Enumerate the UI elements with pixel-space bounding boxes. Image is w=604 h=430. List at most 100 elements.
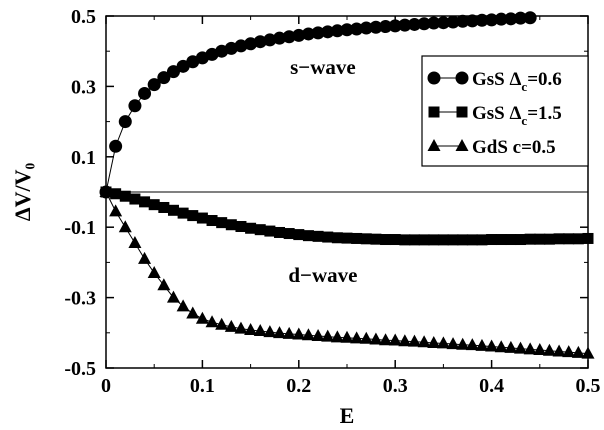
data-point — [485, 339, 499, 352]
x-tick-label: 0.3 — [383, 375, 408, 397]
data-point — [350, 22, 364, 36]
data-point — [417, 335, 431, 348]
data-point — [524, 233, 536, 245]
data-point — [408, 234, 420, 246]
data-point — [446, 337, 460, 350]
x-axis-title: E — [340, 403, 355, 428]
data-point — [417, 17, 431, 31]
data-point — [176, 299, 190, 312]
data-point — [234, 321, 248, 334]
legend-marker — [455, 139, 469, 151]
data-point — [369, 20, 383, 34]
data-point — [351, 232, 363, 244]
series-circle — [99, 11, 537, 199]
data-point — [475, 338, 489, 351]
data-point — [235, 220, 247, 232]
data-point — [167, 204, 179, 216]
data-point — [331, 232, 343, 244]
data-point — [301, 328, 315, 341]
data-point — [457, 234, 469, 246]
data-point — [582, 232, 594, 244]
annotation: s−wave — [290, 55, 356, 79]
data-point — [196, 212, 208, 224]
y-tick-label: -0.5 — [64, 358, 96, 380]
legend-box — [421, 55, 589, 167]
data-point — [119, 190, 131, 202]
data-point — [301, 27, 315, 41]
data-point — [552, 344, 566, 357]
data-point — [504, 12, 518, 26]
data-point — [486, 234, 498, 246]
data-point — [543, 233, 555, 245]
data-point — [245, 222, 257, 234]
data-point — [562, 345, 576, 358]
data-point — [282, 30, 296, 44]
legend-marker — [455, 71, 469, 85]
data-point — [379, 20, 393, 34]
data-point — [553, 233, 565, 245]
y-tick-label: 0.5 — [71, 6, 96, 28]
data-point — [436, 16, 450, 30]
data-point — [465, 14, 479, 28]
data-point — [515, 234, 527, 246]
data-point — [254, 224, 266, 236]
data-point — [514, 341, 528, 354]
data-point — [514, 11, 528, 25]
data-point — [407, 334, 421, 347]
data-point — [476, 234, 488, 246]
data-point — [195, 311, 209, 324]
data-point — [437, 234, 449, 246]
data-point — [147, 78, 161, 92]
data-point — [109, 204, 123, 217]
data-point — [475, 13, 489, 27]
data-point — [176, 59, 190, 73]
data-point — [225, 219, 237, 231]
data-point — [456, 14, 470, 28]
legend-label: GsS Δc=0.6 — [472, 69, 562, 94]
data-point — [292, 28, 306, 42]
data-point — [533, 343, 547, 356]
data-point — [311, 328, 325, 341]
data-point — [273, 326, 287, 339]
data-point — [572, 233, 584, 245]
data-point — [322, 231, 334, 243]
data-point — [321, 329, 335, 342]
data-point — [388, 19, 402, 33]
data-point — [302, 230, 314, 242]
data-point — [118, 115, 132, 129]
y-axis-title: ΔV/V₀ — [10, 162, 35, 221]
data-point — [273, 31, 287, 45]
y-tick-label: -0.3 — [64, 288, 96, 310]
data-point — [494, 340, 508, 353]
x-tick-label: 0 — [101, 375, 111, 397]
data-point — [186, 306, 200, 319]
data-point — [292, 327, 306, 340]
data-point — [148, 199, 160, 211]
data-point — [244, 322, 258, 335]
data-point — [216, 217, 228, 229]
data-point — [293, 229, 305, 241]
data-point — [128, 99, 142, 113]
data-point — [456, 337, 470, 350]
data-point — [380, 234, 392, 246]
data-point — [264, 225, 276, 237]
data-point — [563, 233, 575, 245]
data-point — [494, 12, 508, 26]
series-layer — [99, 11, 595, 359]
data-point — [542, 343, 556, 356]
data-point — [427, 336, 441, 349]
data-point — [485, 13, 499, 27]
y-tick-label: 0.3 — [71, 76, 96, 98]
data-point — [399, 234, 411, 246]
data-point — [427, 16, 441, 30]
data-point — [359, 21, 373, 35]
data-point — [274, 226, 286, 238]
annotation: d−wave — [288, 263, 357, 287]
data-point — [166, 290, 180, 303]
data-point — [341, 232, 353, 244]
data-point — [99, 185, 113, 197]
legend-item: GdS c=0.5 — [427, 137, 556, 158]
y-tick-label: -0.1 — [64, 217, 96, 239]
data-point — [398, 334, 412, 347]
